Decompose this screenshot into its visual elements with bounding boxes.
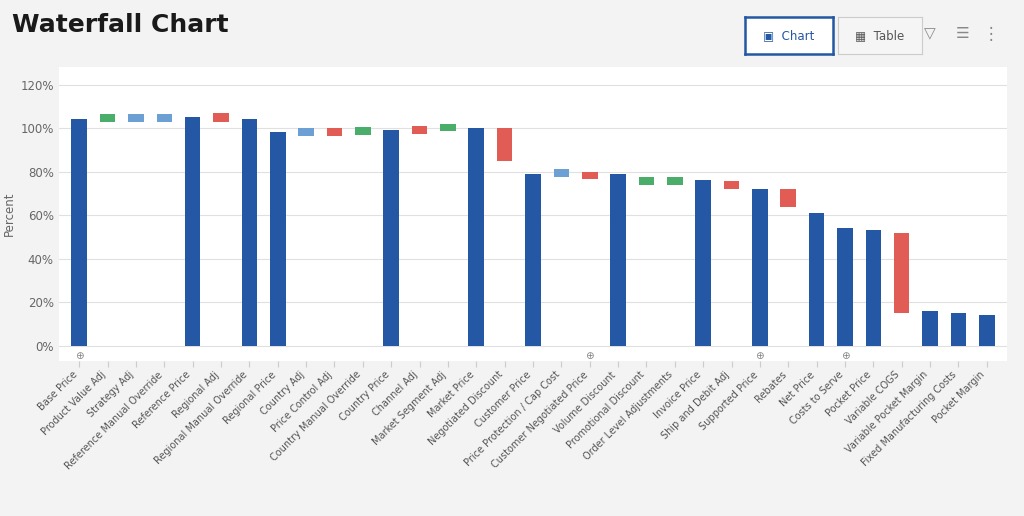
- Bar: [270, 133, 286, 346]
- Bar: [865, 231, 881, 346]
- Y-axis label: Percent: Percent: [3, 192, 16, 236]
- Text: ▽: ▽: [924, 26, 936, 41]
- Bar: [72, 119, 87, 346]
- Bar: [610, 174, 626, 346]
- Bar: [99, 114, 116, 122]
- Text: ⊕: ⊕: [75, 351, 84, 361]
- Text: ☰: ☰: [955, 26, 970, 41]
- Bar: [525, 174, 541, 346]
- Text: Waterfall Chart: Waterfall Chart: [12, 13, 229, 37]
- Bar: [695, 181, 711, 346]
- Bar: [497, 128, 512, 161]
- Bar: [923, 311, 938, 346]
- Bar: [412, 126, 427, 134]
- Text: ⊕: ⊕: [586, 351, 594, 361]
- Bar: [242, 119, 257, 346]
- Text: ⊕: ⊕: [841, 351, 849, 361]
- Text: ▦  Table: ▦ Table: [855, 29, 904, 42]
- Bar: [185, 117, 201, 346]
- Bar: [355, 127, 371, 135]
- Bar: [582, 172, 598, 179]
- Bar: [639, 177, 654, 185]
- Bar: [554, 169, 569, 177]
- Bar: [780, 189, 796, 206]
- Bar: [752, 189, 768, 346]
- Bar: [468, 128, 484, 346]
- Bar: [157, 114, 172, 122]
- Bar: [128, 114, 143, 122]
- Bar: [213, 113, 228, 122]
- Bar: [724, 181, 739, 188]
- Bar: [327, 128, 342, 136]
- Bar: [838, 228, 853, 346]
- Bar: [383, 130, 399, 346]
- Bar: [809, 213, 824, 346]
- Bar: [667, 177, 683, 185]
- Bar: [950, 313, 967, 346]
- Bar: [894, 233, 909, 313]
- Text: ⋮: ⋮: [983, 25, 999, 42]
- Bar: [440, 124, 456, 132]
- Text: ⊕: ⊕: [756, 351, 764, 361]
- Bar: [979, 315, 994, 346]
- Bar: [298, 128, 314, 136]
- Text: ▣  Chart: ▣ Chart: [763, 29, 815, 42]
